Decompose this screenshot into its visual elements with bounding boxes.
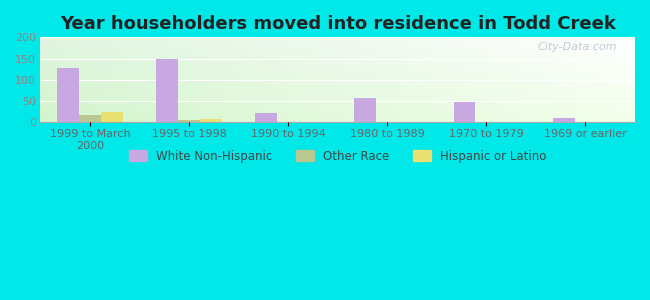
Bar <box>354 98 376 122</box>
Bar <box>552 118 575 122</box>
Bar <box>57 68 79 122</box>
Bar <box>79 115 101 122</box>
Bar <box>156 59 178 122</box>
Bar <box>454 102 475 122</box>
Bar <box>255 112 277 122</box>
Bar <box>200 119 222 122</box>
Text: City-Data.com: City-Data.com <box>538 42 617 52</box>
Title: Year householders moved into residence in Todd Creek: Year householders moved into residence i… <box>60 15 616 33</box>
Legend: White Non-Hispanic, Other Race, Hispanic or Latino: White Non-Hispanic, Other Race, Hispanic… <box>124 145 551 167</box>
Bar <box>101 112 123 122</box>
Bar <box>178 120 200 122</box>
